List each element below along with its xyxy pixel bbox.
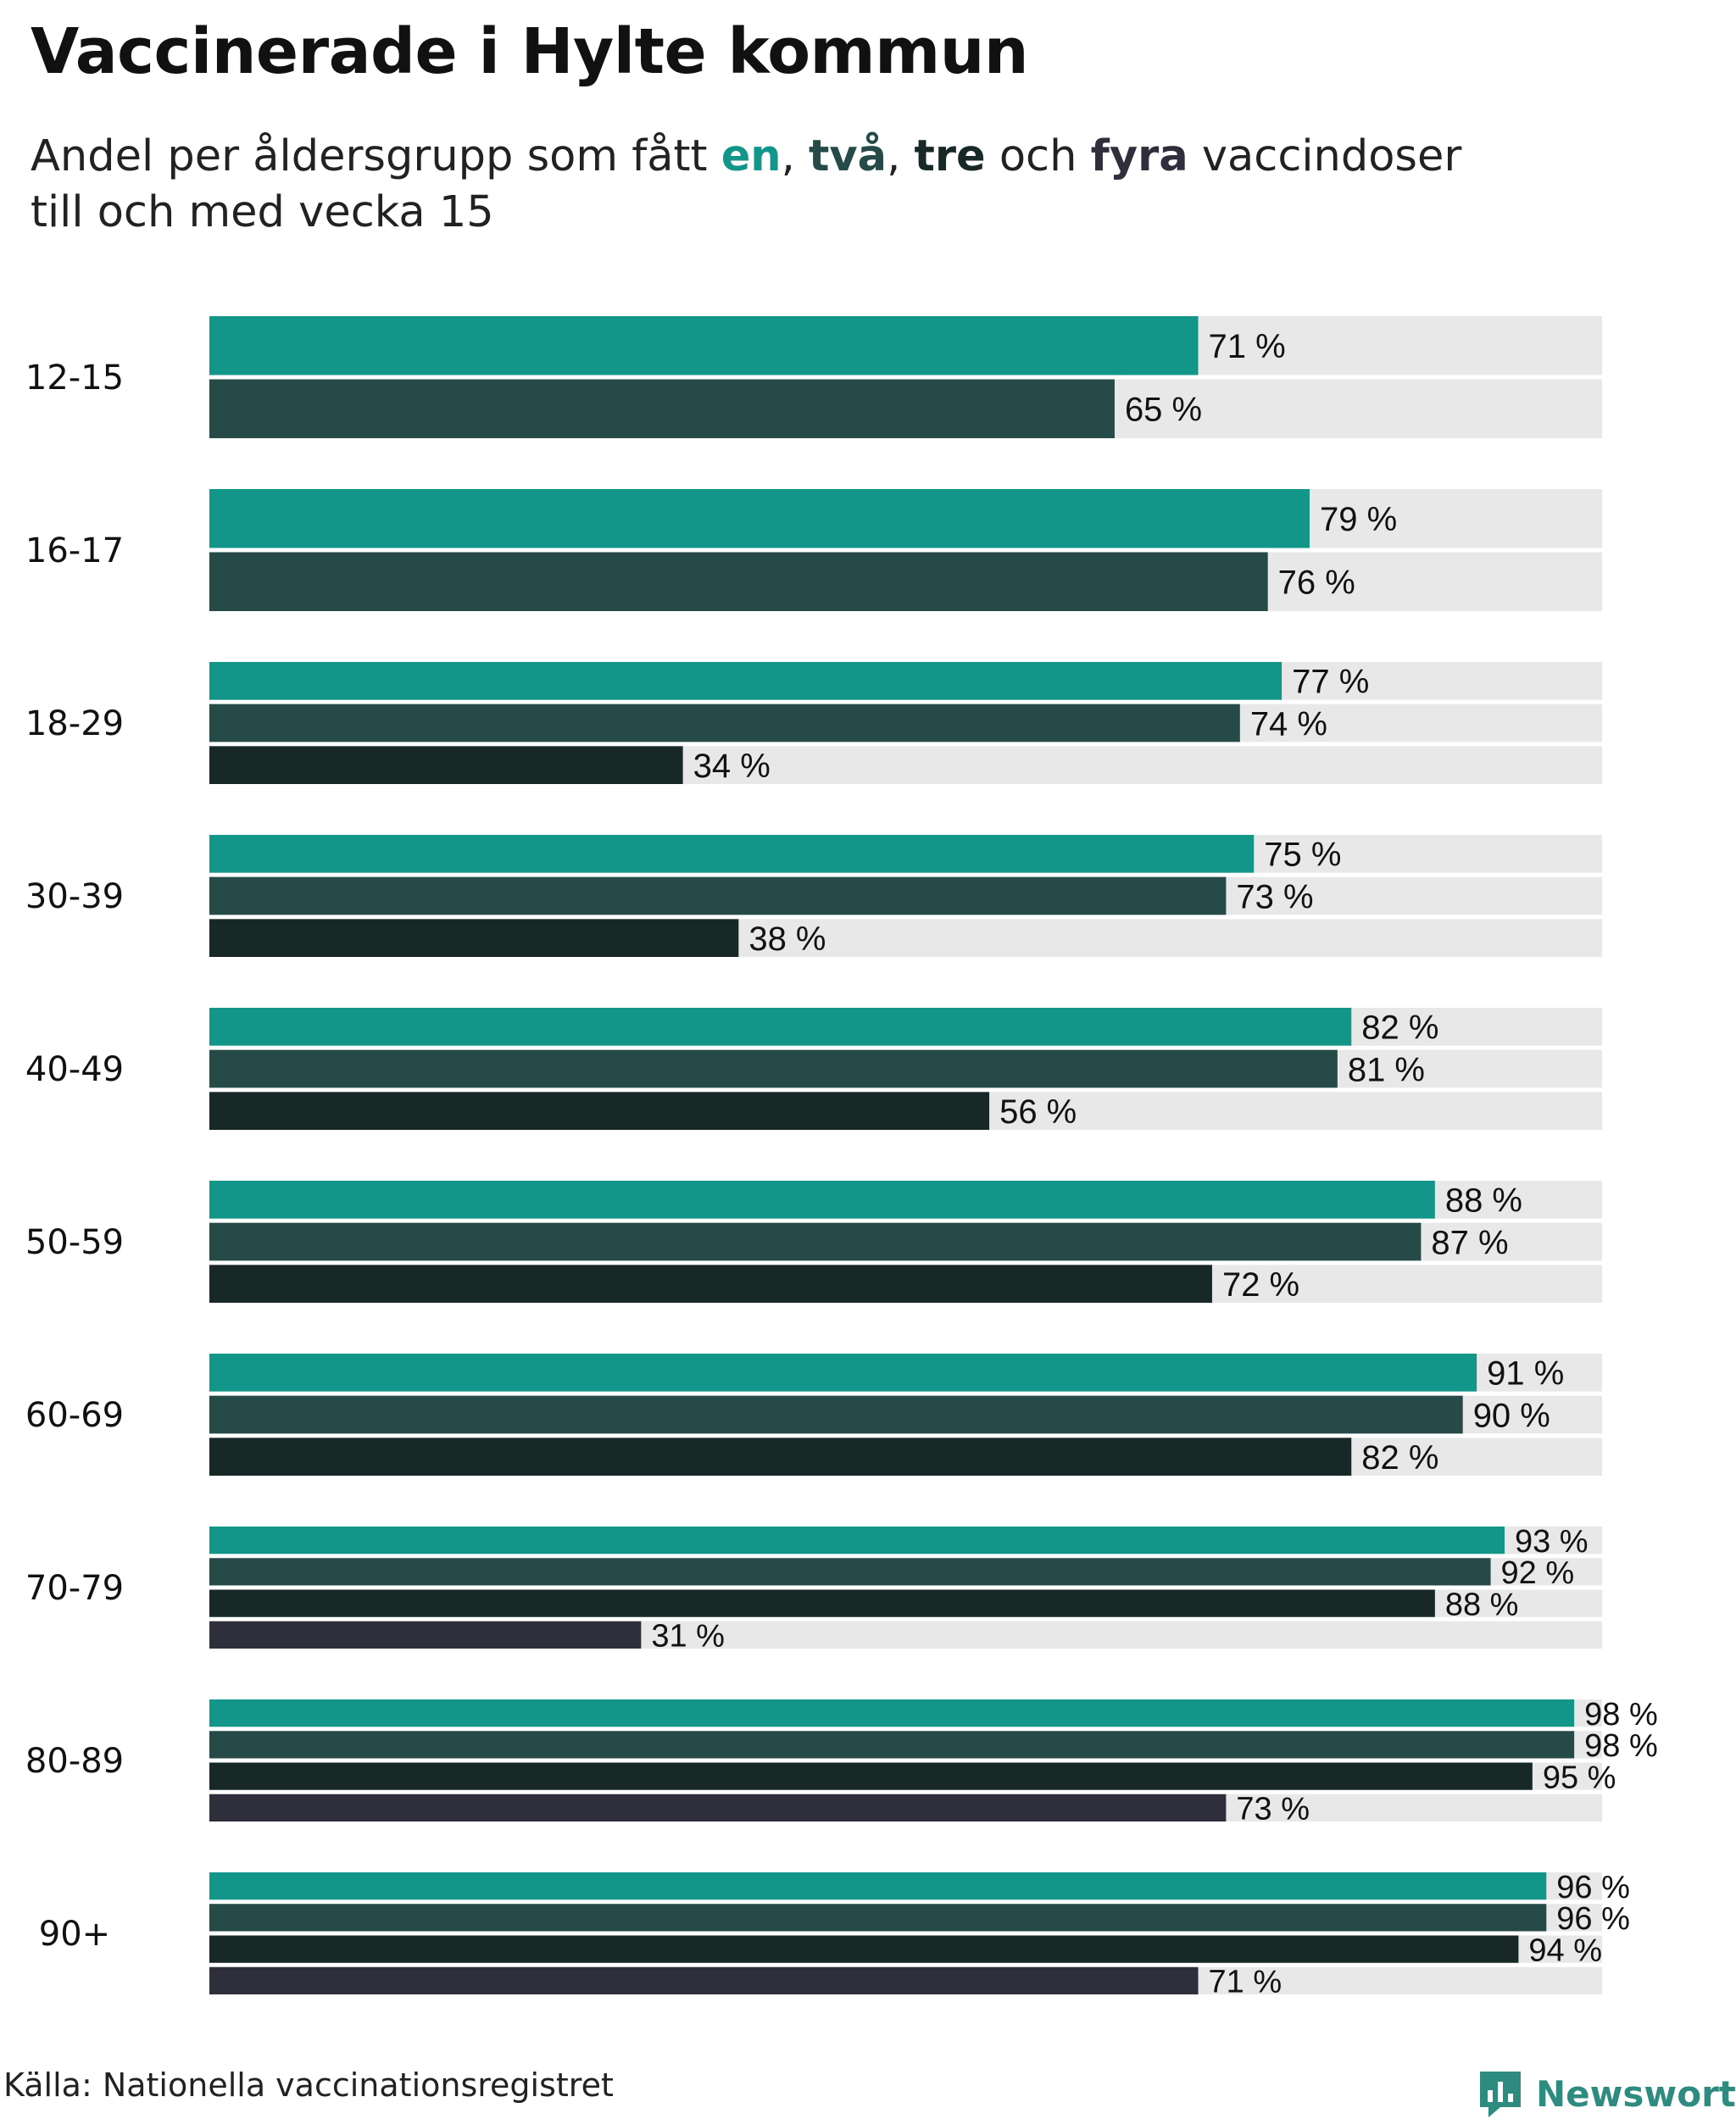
bar-value-label: 95 % — [1543, 1760, 1616, 1795]
bar-dose-1 — [209, 1354, 1477, 1392]
category-label: 60-69 — [25, 1396, 124, 1435]
bar-value-label: 73 % — [1236, 1792, 1310, 1827]
bar-dose-2 — [209, 552, 1268, 611]
bar-dose-2 — [209, 1731, 1575, 1759]
category-label: 40-49 — [25, 1050, 124, 1089]
bar-value-label: 81 % — [1348, 1051, 1425, 1088]
bar-dose-3 — [209, 1092, 990, 1130]
legend-dose-3: tre — [914, 131, 986, 181]
bar-value-label: 76 % — [1278, 565, 1355, 602]
newsworthy-chart-icon — [1480, 2072, 1521, 2117]
legend-dose-2: två — [809, 131, 887, 181]
legend-dose-4: fyra — [1090, 131, 1188, 181]
category-label: 18-29 — [25, 704, 124, 743]
bar-dose-2 — [209, 704, 1240, 742]
bar-dose-2 — [209, 379, 1115, 438]
bar-dose-3 — [209, 1265, 1212, 1303]
bar-dose-3 — [209, 1438, 1352, 1476]
bar-dose-1 — [209, 835, 1255, 873]
bar-dose-2 — [209, 1904, 1547, 1932]
subtitle-suffix: vaccindoser — [1188, 131, 1462, 181]
chart-title: Vaccinerade i Hylte kommun — [31, 15, 1029, 88]
bar-dose-1 — [209, 489, 1310, 548]
bar-dose-2 — [209, 876, 1227, 915]
bar-value-label: 90 % — [1473, 1397, 1550, 1434]
subtitle-prefix: Andel per åldersgrupp som fått — [31, 131, 721, 181]
subtitle-connector: och — [985, 131, 1091, 181]
chart-subtitle: Andel per åldersgrupp som fått en, två, … — [31, 129, 1556, 241]
source-note: Källa: Nationella vaccinationsregistret — [3, 2066, 614, 2104]
bar-value-label: 94 % — [1528, 1933, 1602, 1968]
bar-dose-1 — [209, 316, 1199, 375]
bar-value-label: 96 % — [1556, 1870, 1630, 1905]
bar-value-label: 88 % — [1445, 1587, 1519, 1622]
bar-dose-1 — [209, 1008, 1352, 1046]
logo-text: Newsworthy — [1536, 2072, 1736, 2115]
category-label: 70-79 — [25, 1569, 124, 1608]
category-label: 16-17 — [25, 531, 124, 570]
bar-value-label: 87 % — [1431, 1224, 1508, 1261]
subtitle-separator: , — [781, 131, 810, 181]
bar-dose-2 — [209, 1222, 1422, 1261]
bar-value-label: 38 % — [748, 920, 826, 958]
bar-value-label: 74 % — [1250, 705, 1327, 742]
bar-value-label: 73 % — [1236, 878, 1313, 915]
bar-value-label: 71 % — [1209, 1965, 1283, 2000]
category-label: 30-39 — [25, 877, 124, 916]
bar-dose-3 — [209, 919, 739, 957]
bar-value-label: 92 % — [1501, 1555, 1575, 1591]
bar-dose-1 — [209, 1527, 1505, 1554]
bar-value-label: 82 % — [1361, 1439, 1438, 1477]
bar-value-label: 96 % — [1556, 1901, 1630, 1937]
category-label: 50-59 — [25, 1223, 124, 1262]
bar-value-label: 71 % — [1209, 328, 1286, 365]
bar-dose-4 — [209, 1966, 1199, 1994]
bar-value-label: 75 % — [1264, 837, 1341, 874]
bar-value-label: 65 % — [1125, 392, 1202, 429]
bar-dose-3 — [209, 1589, 1435, 1617]
bar-value-label: 72 % — [1222, 1266, 1299, 1304]
category-label: 80-89 — [25, 1742, 124, 1781]
bar-value-label: 98 % — [1584, 1728, 1658, 1764]
bar-value-label: 79 % — [1320, 501, 1397, 538]
bar-value-label: 88 % — [1445, 1182, 1522, 1220]
bar-dose-2 — [209, 1049, 1338, 1088]
bar-dose-3 — [209, 746, 683, 784]
bar-value-label: 31 % — [651, 1619, 725, 1655]
bar-dose-1 — [209, 1872, 1547, 1900]
bar-value-label: 82 % — [1361, 1009, 1438, 1047]
bar-value-label: 93 % — [1515, 1524, 1589, 1560]
newsworthy-logo: Newsworthy — [1477, 2068, 1736, 2119]
bar-dose-1 — [209, 1699, 1575, 1727]
bar-value-label: 77 % — [1292, 664, 1369, 701]
bar-dose-4 — [209, 1794, 1227, 1821]
bar-dose-1 — [209, 662, 1283, 700]
bar-dose-2 — [209, 1395, 1463, 1434]
bar-dose-1 — [209, 1181, 1435, 1219]
bar-dose-2 — [209, 1558, 1491, 1586]
bar-value-label: 91 % — [1487, 1355, 1564, 1393]
category-label: 90+ — [39, 1915, 110, 1954]
bar-value-label: 98 % — [1584, 1697, 1658, 1732]
bar-dose-3 — [209, 1762, 1533, 1790]
subtitle-line-2: till och med vecka 15 — [31, 187, 494, 237]
legend-dose-1: en — [721, 131, 782, 181]
bar-value-label: 34 % — [693, 748, 771, 785]
category-label: 12-15 — [25, 359, 124, 398]
bar-dose-3 — [209, 1935, 1519, 1963]
bar-value-label: 56 % — [999, 1093, 1077, 1131]
subtitle-separator: , — [887, 131, 915, 181]
bar-dose-4 — [209, 1621, 642, 1649]
